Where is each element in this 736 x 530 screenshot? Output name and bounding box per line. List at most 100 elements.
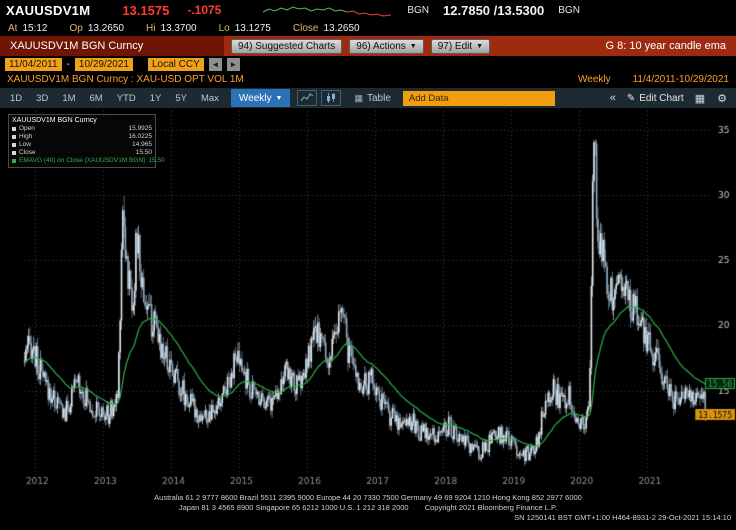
footer-copyright: Copyright 2021 Bloomberg Finance L.P. xyxy=(424,503,558,512)
legend-high-label: High xyxy=(19,133,33,140)
range-tab-5y[interactable]: 5Y xyxy=(175,92,187,104)
ema-marker-icon xyxy=(12,159,16,163)
stat-close: Close 13.2650 xyxy=(293,23,360,34)
legend-ema-row[interactable]: EMAVG (40) on Close (XAUUSDV1M BGN) 15.50 xyxy=(12,157,165,165)
at-label: At xyxy=(8,22,18,34)
date-separator: - xyxy=(66,58,70,70)
command-bar: XAUUSDV1M BGN Curncy 94) Suggested Chart… xyxy=(0,36,736,56)
security-description: XAUUSDV1M BGN Curncy : XAU-USD OPT VOL 1… xyxy=(7,74,244,85)
stat-high: Hi 13.3700 xyxy=(146,23,197,34)
stats-bar: At 15:12 Op 13.2650 Hi 13.3700 Lo 13.1275 Cl… xyxy=(0,20,736,36)
high-marker-icon xyxy=(12,135,16,139)
close-label: Close xyxy=(292,22,319,34)
close-marker-icon xyxy=(12,151,16,155)
at-value: 15:12 xyxy=(22,22,48,34)
high-label: Hi xyxy=(145,22,156,34)
add-data-input[interactable]: Add Data xyxy=(402,90,555,106)
range-tab-ytd[interactable]: YTD xyxy=(116,92,136,104)
currency-selector[interactable]: Local CCY xyxy=(147,57,204,71)
security-title: XAUUSDV1M BGN Curncy xyxy=(0,36,224,56)
legend-open-row: Open 15.9925 xyxy=(12,125,152,133)
candlestick-chart[interactable] xyxy=(0,109,736,488)
legend-low-label: Low xyxy=(19,141,31,148)
settings-gear-icon[interactable]: ⚙ xyxy=(717,92,727,105)
candlestick-chart-icon[interactable] xyxy=(321,90,342,106)
open-label: Op xyxy=(69,22,83,34)
legend-title: XAUUSDV1M BGN Curncy xyxy=(12,117,97,124)
high-value: 13.3700 xyxy=(160,22,197,34)
actions-button[interactable]: 96) Actions ▼ xyxy=(349,38,424,54)
price-change: -.1075 xyxy=(187,3,222,17)
last-price: 13.1575 xyxy=(122,2,170,18)
dropdown-arrow-icon: ▼ xyxy=(409,42,417,50)
legend-open-label: Open xyxy=(19,125,35,132)
start-date-input[interactable]: 11/04/2011 xyxy=(5,57,62,71)
terminal-info: SN 1250141 BST GMT+1:00 H464-8931-2 29-O… xyxy=(514,513,731,522)
pencil-icon: ✎ xyxy=(626,92,636,104)
stat-low: Lo 13.1275 xyxy=(219,23,271,34)
suggested-charts-label: 94) Suggested Charts xyxy=(238,40,336,52)
stat-open: Op 13.2650 xyxy=(69,23,124,34)
table-grid-icon: ▦ xyxy=(354,92,363,103)
legend-high-row: High 16.0225 xyxy=(12,133,152,141)
dropdown-arrow-icon: ▼ xyxy=(476,42,484,50)
edit-button[interactable]: 97) Edit ▼ xyxy=(430,38,491,54)
edit-chart-label: Edit Chart xyxy=(639,92,684,104)
dropdown-arrow-icon: ▼ xyxy=(275,94,283,102)
legend-low-row: Low 14.965 xyxy=(12,141,152,149)
chart-legend[interactable]: XAUUSDV1M BGN Curncy Open 15.9925 High 16.… xyxy=(8,114,165,168)
ticker-symbol: XAUUSDV1M xyxy=(6,2,91,18)
range-tab-3d[interactable]: 3D xyxy=(36,92,49,104)
screen-label: G 8: 10 year candle ema xyxy=(605,40,726,52)
range-tab-max[interactable]: Max xyxy=(200,92,219,104)
legend-open-value: 15.9925 xyxy=(128,125,153,132)
edit-chart-button[interactable]: ✎ Edit Chart xyxy=(623,93,688,104)
range-tab-6m[interactable]: 6M xyxy=(89,92,103,104)
footer-phones-line2: Japan 81 3 4565 8900 Singapore 65 6212 1… xyxy=(0,503,736,513)
frequency-dropdown[interactable]: Weekly ▼ xyxy=(230,89,291,107)
frequency-label: Weekly xyxy=(238,92,272,104)
range-tab-1m[interactable]: 1M xyxy=(62,92,76,104)
next-period-button[interactable]: ► xyxy=(226,57,240,71)
end-date-input[interactable]: 10/29/2021 xyxy=(74,57,133,71)
bid-ask-price: 12.7850 /13.5300 xyxy=(443,2,545,18)
line-chart-icon[interactable] xyxy=(297,90,318,106)
edit-label: 97) Edit xyxy=(437,40,473,52)
suggested-charts-button[interactable]: 94) Suggested Charts xyxy=(231,38,343,54)
chart-range-label: 11/4/2011-10/29/2021 xyxy=(632,74,729,85)
stat-at: At 15:12 xyxy=(8,23,47,34)
chart-period-label: Weekly xyxy=(578,74,611,85)
panels-icon[interactable]: ▦ xyxy=(694,92,706,105)
legend-close-value: 15.50 xyxy=(135,149,152,156)
legend-low-value: 14.965 xyxy=(132,141,152,148)
close-value: 13.2650 xyxy=(323,22,360,34)
footer: Australia 61 2 9777 8600 Brazil 5511 239… xyxy=(0,488,736,530)
bid-source-label: BGN xyxy=(407,4,430,16)
legend-close-row: Close 15.50 xyxy=(12,149,152,157)
legend-close-label: Close xyxy=(19,149,36,156)
legend-high-value: 16.0225 xyxy=(128,133,153,140)
intraday-sparkline xyxy=(263,5,392,17)
prev-period-button[interactable]: ◄ xyxy=(208,57,222,71)
actions-label: 96) Actions xyxy=(356,40,406,52)
range-controls: 11/04/2011 - 10/29/2021 Local CCY ◄ ► xyxy=(0,56,736,72)
collapse-panel-icon[interactable]: « xyxy=(609,92,616,104)
open-value: 13.2650 xyxy=(87,22,124,34)
footer-phones-line2-text: Japan 81 3 4565 8900 Singapore 65 6212 1… xyxy=(178,503,409,512)
range-tab-1d[interactable]: 1D xyxy=(10,92,23,104)
chart-area: XAUUSDV1M BGN Curncy Open 15.9925 High 16.… xyxy=(0,109,736,488)
table-button[interactable]: ▦ Table xyxy=(354,93,390,104)
legend-ema-label: EMAVG (40) on Close (XAUUSDV1M BGN) xyxy=(19,157,146,164)
low-marker-icon xyxy=(12,143,16,147)
low-value: 13.1275 xyxy=(234,22,271,34)
open-marker-icon xyxy=(12,127,16,131)
table-label: Table xyxy=(366,92,391,104)
legend-ema-value: 15.50 xyxy=(148,157,165,164)
range-tab-1y[interactable]: 1Y xyxy=(149,92,162,104)
security-line: XAUUSDV1M BGN Curncy : XAU-USD OPT VOL 1… xyxy=(0,72,736,87)
quote-bar: XAUUSDV1M 13.1575 -.1075 BGN 12.7850 /13… xyxy=(0,0,736,20)
chart-toolbar: 1D 3D 1M 6M YTD 1Y 5Y Max Weekly ▼ ▦ Table… xyxy=(0,87,736,109)
ask-source-label: BGN xyxy=(558,4,580,16)
footer-phones-line1: Australia 61 2 9777 8600 Brazil 5511 239… xyxy=(154,493,582,502)
